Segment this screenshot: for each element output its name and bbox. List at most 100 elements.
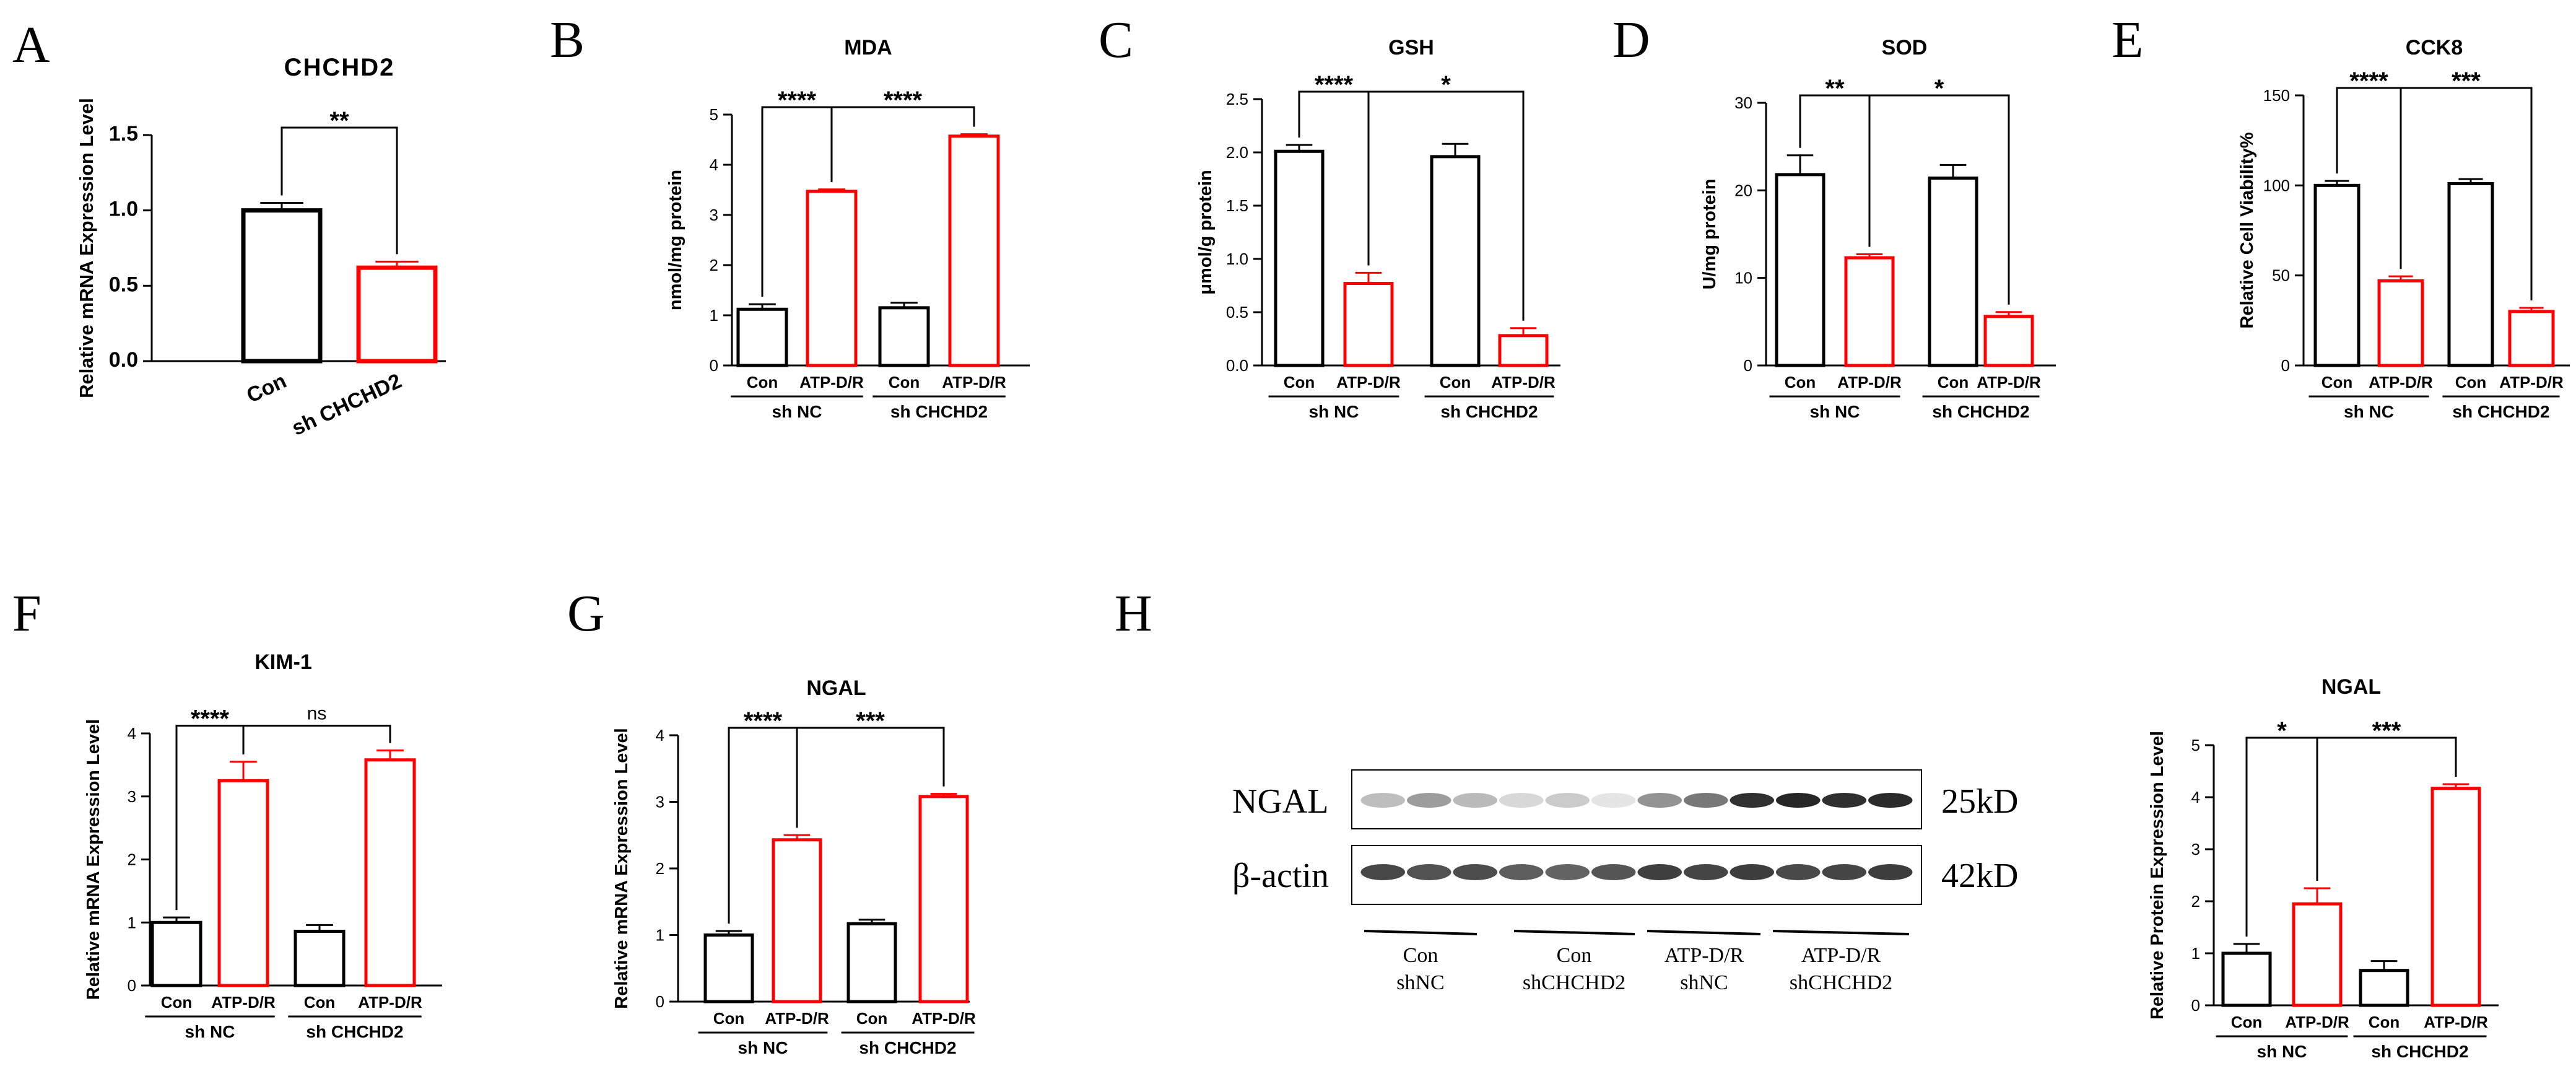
x-tick-label-f-2: Con [304, 993, 336, 1012]
x-tick-label-e-3: ATP-D/R [2499, 373, 2564, 391]
y-tick-label-e-1: 50 [2272, 266, 2290, 285]
bar-f-2 [294, 929, 346, 987]
western-blot: NGAL β-actin 25kD 42kD Con shNC Con shCH… [1232, 769, 2018, 994]
band-ngal-2 [1453, 793, 1498, 808]
y-tick-label-g-1: 1 [656, 926, 664, 945]
x-tick-label-g-3: ATP-D/R [912, 1009, 976, 1028]
bands-ngal [1360, 793, 1913, 808]
sig-bracket-c-1 [1367, 90, 1525, 321]
x-tick-label-d-2: Con [1938, 373, 1969, 391]
band-ngal-8 [1730, 793, 1775, 808]
bar-e-0 [2313, 183, 2361, 367]
y-axis-label-a: Relative mRNA Expression Level [76, 98, 97, 398]
x-tick-label-a-1: sh CHCHD2 [288, 369, 405, 440]
sig-bracket-d-1 [1868, 94, 2010, 305]
bar-b-3 [948, 134, 1000, 367]
chart-c: GSH 0.0 0.5 1.0 1.5 2.0 2.5 μmol/g protein Con AT… [1196, 36, 1560, 421]
band-ngal-11 [1868, 793, 1913, 808]
bar-f-0 [150, 920, 202, 987]
sig-label-e-1: *** [2452, 68, 2481, 95]
band-ngal-10 [1822, 793, 1867, 808]
y-tick-label-a-0: 0.0 [109, 348, 138, 372]
y-tick-label-h-1: 1 [2191, 944, 2200, 963]
chart-title-c: GSH [1388, 36, 1434, 59]
x-tick-label-h-3: ATP-D/R [2424, 1013, 2488, 1031]
x-tick-label-f-0: Con [161, 993, 193, 1012]
sig-label-b-1: **** [884, 87, 923, 114]
y-axis-label-f: Relative mRNA Expression Level [84, 719, 103, 1000]
x-tick-label-h-1: ATP-D/R [2285, 1013, 2349, 1031]
y-tick-label-h-3: 3 [2191, 840, 2200, 859]
sig-label-h-0: * [2277, 717, 2287, 745]
y-axis-label-b: nmol/mg protein [666, 170, 685, 310]
y-tick-label-g-3: 3 [656, 793, 664, 811]
x-tick-label-g-2: Con [856, 1009, 888, 1028]
lane-underline-2 [1513, 930, 1635, 935]
chart-d: SOD 0 10 20 30 U/mg protein Con ATP-D/R Con ATP-D… [1700, 36, 2056, 421]
y-tick-label-e-2: 100 [2263, 176, 2290, 195]
bar-c-2 [1430, 155, 1481, 367]
band-actin-10 [1822, 864, 1867, 880]
y-tick-label-d-3: 30 [1734, 94, 1752, 112]
panel-letter-d: D [1612, 11, 1650, 69]
x-tick-label-b-2: Con [889, 373, 920, 391]
y-axis-label-g: Relative mRNA Expression Level [612, 728, 632, 1008]
chart-title-b: MDA [844, 36, 892, 59]
band-actin-1 [1406, 864, 1451, 880]
x-tick-label-g-1: ATP-D/R [765, 1009, 829, 1028]
y-tick-label-c-4: 2.0 [1226, 143, 1248, 162]
lane-label-4b: shCHCHD2 [1790, 971, 1892, 994]
bar-c-1 [1343, 282, 1394, 367]
chart-a: CHCHD2 0.0 0.5 1.0 1.5 Relative mRNA Expressi… [76, 54, 446, 440]
chart-g: NGAL 0 1 2 3 4 Relative mRNA Expression Level C… [612, 676, 976, 1057]
bar-b-1 [806, 190, 858, 367]
y-tick-label-d-0: 0 [1744, 356, 1752, 375]
sig-label-e-0: **** [2349, 68, 2388, 95]
y-tick-label-b-5: 5 [710, 105, 718, 124]
y-tick-label-f-1: 1 [128, 913, 136, 932]
group-label-h-0: sh NC [2257, 1042, 2307, 1061]
sig-label-b-0: **** [778, 87, 817, 114]
y-tick-label-c-5: 2.5 [1226, 90, 1248, 108]
bar-a-1 [356, 265, 438, 364]
sig-label-g-0: **** [744, 707, 783, 735]
bar-h-3 [2430, 787, 2481, 1007]
group-label-c-1: sh CHCHD2 [1440, 402, 1538, 421]
x-tick-label-f-3: ATP-D/R [358, 993, 422, 1012]
y-tick-label-g-0: 0 [656, 992, 664, 1011]
y-tick-label-d-2: 20 [1734, 181, 1752, 199]
y-tick-label-b-3: 3 [710, 206, 718, 224]
group-label-d-0: sh NC [1810, 402, 1860, 421]
sig-label-d-0: ** [1825, 75, 1845, 102]
bar-h-2 [2359, 969, 2409, 1007]
bands-actin [1360, 864, 1913, 880]
bar-h-0 [2221, 951, 2272, 1007]
sig-label-f-0: **** [191, 705, 230, 732]
lane-label-4a: ATP-D/R [1801, 944, 1881, 967]
charts-layer: CHCHD2 0.0 0.5 1.0 1.5 Relative mRNA Expressi… [76, 36, 2570, 1061]
lane-underline-3 [1647, 930, 1761, 935]
chart-h: NGAL 0 1 2 3 4 5 Relative Protein Expression Le… [2147, 675, 2499, 1061]
sig-label-c-0: **** [1315, 71, 1354, 98]
y-tick-label-g-4: 4 [656, 726, 664, 745]
y-tick-label-b-1: 1 [710, 306, 718, 325]
x-tick-label-c-3: ATP-D/R [1491, 373, 1556, 391]
panel-letter-f: F [12, 585, 41, 642]
x-tick-label-e-1: ATP-D/R [2369, 373, 2433, 391]
band-ngal-1 [1406, 793, 1451, 808]
band-actin-8 [1730, 864, 1775, 880]
band-ngal-0 [1360, 793, 1406, 808]
y-tick-label-b-4: 4 [710, 155, 718, 174]
group-label-b-0: sh NC [772, 402, 822, 421]
group-label-h-1: sh CHCHD2 [2371, 1042, 2468, 1061]
y-tick-label-e-3: 150 [2263, 86, 2290, 105]
band-actin-11 [1868, 864, 1913, 880]
x-tick-label-b-3: ATP-D/R [942, 373, 1006, 391]
sig-bracket-h-1 [2316, 737, 2457, 881]
panel-letter-c: C [1099, 11, 1133, 69]
chart-title-g: NGAL [806, 676, 866, 700]
panel-letter-b: B [550, 11, 585, 69]
band-ngal-7 [1683, 793, 1728, 808]
x-tick-label-h-0: Con [2231, 1013, 2263, 1031]
